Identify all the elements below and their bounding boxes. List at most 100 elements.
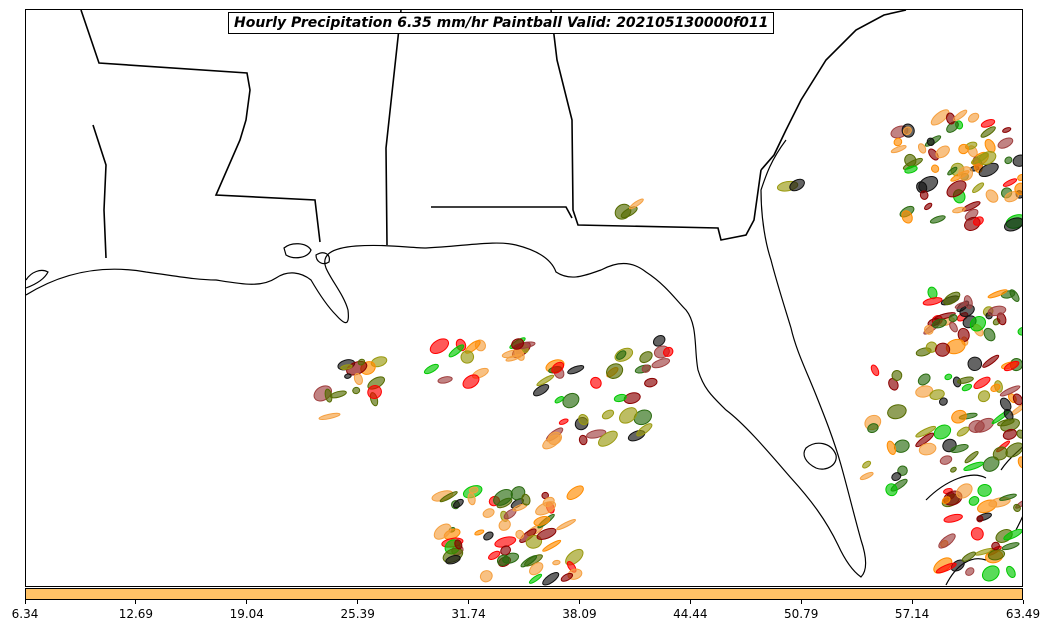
precip-blob bbox=[967, 112, 980, 123]
precip-blob bbox=[915, 385, 934, 398]
precip-blob bbox=[614, 203, 632, 220]
precip-blob bbox=[957, 327, 970, 342]
colorbar-tick-mark bbox=[135, 600, 137, 604]
precip-blob bbox=[944, 373, 953, 381]
precip-blob bbox=[929, 389, 945, 400]
precip-blob bbox=[990, 383, 1001, 392]
precip-blob bbox=[870, 364, 880, 377]
colorbar-tick-mark bbox=[1022, 600, 1024, 604]
precip-blob bbox=[867, 423, 879, 434]
colorbar-tick-mark bbox=[357, 600, 359, 604]
precip-blob bbox=[644, 377, 658, 388]
precip-blob bbox=[980, 119, 996, 128]
precip-blob bbox=[542, 434, 561, 450]
precip-blob bbox=[950, 466, 957, 473]
precip-blob bbox=[542, 572, 560, 586]
precip-blob bbox=[891, 370, 903, 381]
precip-blob bbox=[904, 165, 918, 174]
precip-blob bbox=[957, 166, 974, 181]
precip-blob bbox=[1013, 503, 1021, 512]
precip-blob bbox=[943, 513, 963, 523]
precip-blob bbox=[935, 562, 957, 574]
precip-blob bbox=[1003, 360, 1020, 372]
precip-blob bbox=[902, 126, 912, 136]
precip-blob bbox=[1017, 174, 1022, 181]
colorbar-tick-label: 31.74 bbox=[451, 607, 486, 621]
precip-blob bbox=[950, 443, 969, 454]
map-panel bbox=[25, 9, 1023, 587]
precip-blob bbox=[554, 395, 565, 404]
precip-blob bbox=[999, 397, 1012, 412]
colorbar-tick-label: 25.39 bbox=[340, 607, 375, 621]
precip-blob bbox=[933, 424, 952, 440]
precip-blob bbox=[433, 523, 452, 540]
precip-blob bbox=[953, 109, 968, 122]
precip-blob bbox=[987, 289, 1008, 299]
colorbar-tick-mark bbox=[578, 600, 580, 604]
colorbar-tick-mark bbox=[246, 600, 248, 604]
precip-blob bbox=[952, 206, 966, 214]
precip-blob bbox=[616, 350, 627, 360]
precip-blob bbox=[923, 325, 934, 335]
colorbar-tick-label: 6.34 bbox=[11, 607, 39, 621]
precip-blob bbox=[439, 491, 458, 503]
precip-blob bbox=[982, 354, 1000, 368]
precip-blob bbox=[929, 215, 946, 224]
precip-blob bbox=[652, 335, 666, 347]
precip-blob bbox=[887, 404, 907, 420]
precip-blob bbox=[931, 318, 947, 329]
precip-blob bbox=[946, 180, 967, 198]
precip-blob bbox=[454, 539, 463, 550]
precip-blob bbox=[1017, 326, 1022, 336]
precip-blob bbox=[498, 519, 511, 531]
precip-blob bbox=[357, 358, 366, 366]
precip-blob bbox=[969, 315, 987, 332]
precip-blob bbox=[505, 353, 523, 362]
precip-blob bbox=[533, 516, 551, 526]
precip-blob bbox=[992, 446, 1008, 461]
precip-blob bbox=[448, 344, 465, 358]
precip-blob bbox=[367, 385, 382, 399]
precip-blob bbox=[468, 486, 479, 494]
precip-blob bbox=[987, 305, 1007, 317]
precip-blob bbox=[958, 143, 969, 155]
precip-blob bbox=[488, 550, 501, 561]
precip-blob bbox=[663, 346, 674, 357]
precip-blob bbox=[967, 356, 983, 372]
precip-blob bbox=[918, 175, 939, 193]
colorbar-tick-label: 38.09 bbox=[562, 607, 597, 621]
precip-blob bbox=[1012, 393, 1022, 406]
precip-blob bbox=[1016, 429, 1022, 439]
precip-blob bbox=[556, 519, 576, 531]
precip-blob bbox=[919, 190, 929, 200]
precip-blob bbox=[1009, 289, 1020, 302]
precip-blob bbox=[949, 321, 958, 333]
precip-blob bbox=[1006, 565, 1016, 578]
precip-blob bbox=[1003, 217, 1022, 232]
precip-blob bbox=[918, 442, 937, 456]
precip-blob bbox=[941, 496, 951, 504]
map-title: Hourly Precipitation 6.35 mm/hr Paintbal… bbox=[228, 12, 775, 34]
precip-blob bbox=[935, 342, 951, 357]
precip-blob bbox=[961, 383, 973, 392]
precip-blob bbox=[862, 460, 872, 469]
precip-blob bbox=[951, 409, 967, 424]
precip-blob bbox=[536, 527, 557, 540]
precip-blob bbox=[925, 341, 938, 353]
precip-blob bbox=[598, 430, 618, 447]
precip-blob bbox=[552, 559, 561, 566]
precip-blob bbox=[566, 485, 584, 500]
precip-blob bbox=[859, 471, 874, 481]
precip-blob bbox=[536, 374, 555, 387]
precip-blob bbox=[917, 373, 931, 386]
precip-blob bbox=[893, 137, 903, 147]
precip-blob bbox=[991, 541, 1000, 551]
precip-blob bbox=[977, 390, 991, 403]
precip-blob bbox=[938, 533, 956, 549]
precip-blob bbox=[520, 555, 538, 568]
precip-blob bbox=[954, 301, 968, 309]
precip-blob bbox=[437, 376, 453, 384]
precip-blob bbox=[521, 493, 531, 506]
precip-blob bbox=[1002, 178, 1018, 187]
precip-blob bbox=[423, 363, 439, 375]
